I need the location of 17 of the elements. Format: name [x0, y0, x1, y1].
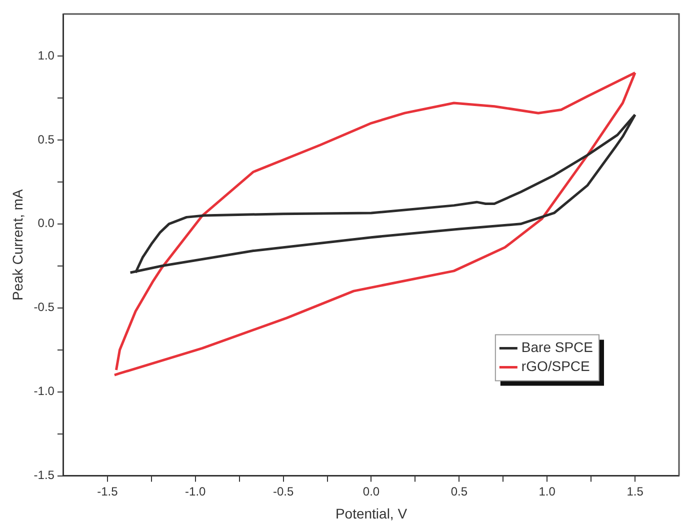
y-tick-label: -1.5	[34, 468, 55, 482]
x-tick-label: -1.5	[97, 484, 118, 498]
x-tick-label: 0.0	[362, 484, 380, 498]
y-tick-label: 1.0	[38, 48, 55, 62]
y-tick-label: 0.5	[38, 132, 55, 146]
x-tick-label: -1.0	[185, 484, 206, 498]
x-axis-title: Potential, V	[335, 505, 408, 522]
x-tick-label: 1.0	[538, 484, 556, 498]
y-tick-label: -0.5	[34, 300, 55, 314]
x-tick-label: -0.5	[272, 484, 294, 498]
y-tick-label: -1.0	[34, 384, 55, 398]
y-axis-title: Peak Current, mA	[9, 188, 26, 301]
legend-label: Bare SPCE	[521, 339, 594, 356]
legend-label: rGO/SPCE	[521, 358, 590, 374]
y-tick-label: 0.0	[38, 216, 55, 230]
x-tick-label: 1.5	[626, 484, 644, 498]
x-tick-label: 0.5	[450, 484, 468, 498]
